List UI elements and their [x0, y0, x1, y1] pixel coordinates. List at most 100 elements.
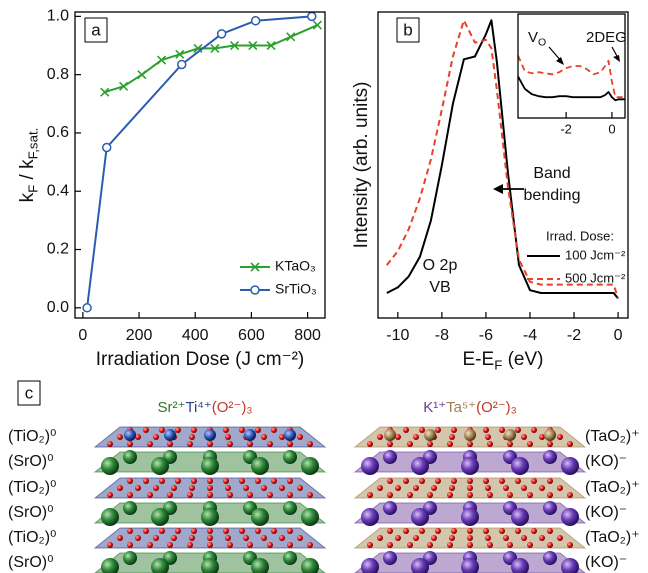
atom — [301, 457, 319, 475]
atom — [435, 528, 441, 534]
arrowhead — [613, 55, 620, 62]
layer-label: (KO)⁻ — [585, 504, 627, 521]
atom — [201, 508, 219, 526]
marker — [250, 15, 261, 26]
atom — [287, 441, 293, 447]
atom — [164, 429, 176, 441]
atom — [539, 485, 545, 491]
atom — [251, 508, 269, 526]
atom — [191, 478, 197, 484]
atom — [387, 528, 393, 534]
x-tick-label: 0 — [614, 327, 623, 344]
layer-label: (TaO₂)⁺ — [585, 479, 640, 496]
x-axis-label: E-EF (eV) — [463, 349, 544, 372]
annotation: bending — [524, 187, 581, 204]
text-part: F — [25, 185, 40, 193]
atom — [403, 427, 409, 433]
atom — [383, 551, 397, 565]
atom — [244, 429, 256, 441]
formula: Sr²⁺Ti⁴⁺(O²⁻)₃ — [158, 399, 253, 416]
atom — [117, 434, 123, 440]
atom — [447, 441, 453, 447]
atom — [267, 542, 273, 548]
atom — [147, 441, 153, 447]
atom — [511, 558, 529, 573]
atom — [367, 492, 373, 498]
atom — [251, 558, 269, 573]
x-tick-label: 0 — [608, 121, 615, 136]
atom — [307, 441, 313, 447]
atom — [499, 478, 505, 484]
atom — [239, 427, 245, 433]
atom — [261, 485, 267, 491]
atom — [483, 528, 489, 534]
layer-label: (KO)⁻ — [585, 554, 627, 571]
atom — [467, 485, 473, 491]
atom — [487, 492, 493, 498]
atom — [189, 485, 195, 491]
atom — [377, 434, 383, 440]
atom — [367, 441, 373, 447]
atom — [283, 501, 297, 515]
text-part: E-E — [463, 349, 495, 370]
legend-label: SrTiO₃ — [275, 281, 317, 297]
atom — [419, 427, 425, 433]
atom — [424, 429, 436, 441]
x-tick-label: 200 — [126, 327, 153, 344]
atom — [447, 542, 453, 548]
atom — [561, 457, 579, 475]
y-tick-label: 1.0 — [47, 8, 69, 25]
text-part: K¹⁺ — [423, 399, 446, 416]
marker — [248, 40, 258, 51]
figure-content: 0 200 400 600 800 0.0 0.2 0.4 0.6 0.8 1.0 Irradiati… — [8, 8, 640, 573]
atom — [135, 485, 141, 491]
atom — [283, 450, 297, 464]
atom — [261, 434, 267, 440]
marker — [100, 87, 110, 97]
atom — [243, 485, 249, 491]
atom — [279, 535, 285, 541]
text-part: / k — [17, 159, 38, 185]
atom — [201, 457, 219, 475]
atom — [413, 535, 419, 541]
atom — [167, 542, 173, 548]
atom — [127, 542, 133, 548]
atom — [547, 478, 553, 484]
atom — [361, 508, 379, 526]
atom — [287, 478, 293, 484]
layer-label: (TiO₂)⁰ — [8, 529, 56, 546]
atom — [297, 535, 303, 541]
legend-marker — [250, 262, 260, 272]
atom — [387, 492, 393, 498]
x-tick-label: 400 — [182, 327, 209, 344]
marker — [210, 43, 220, 53]
atom — [301, 558, 319, 573]
atom — [207, 528, 213, 534]
atom — [467, 528, 473, 534]
atom — [449, 535, 455, 541]
atom — [201, 558, 219, 573]
atom — [411, 457, 429, 475]
text-part: F,sat. — [25, 128, 40, 160]
atom — [427, 542, 433, 548]
atom — [297, 485, 303, 491]
atom — [507, 492, 513, 498]
atom — [207, 441, 213, 447]
atom — [283, 551, 297, 565]
atom — [547, 528, 553, 534]
atom — [407, 542, 413, 548]
atom — [543, 551, 557, 565]
atom — [307, 492, 313, 498]
series-line — [386, 19, 619, 300]
x-axis-label: Irradiation Dose (J cm⁻²) — [96, 349, 305, 370]
marker — [307, 11, 317, 22]
marker — [175, 49, 185, 59]
atom — [504, 429, 516, 441]
atom — [503, 485, 509, 491]
atom — [507, 542, 513, 548]
series-line — [86, 15, 312, 308]
atom — [227, 441, 233, 447]
x-tick-label: -2 — [567, 327, 581, 344]
atom — [557, 434, 563, 440]
plot-frame — [517, 13, 626, 119]
